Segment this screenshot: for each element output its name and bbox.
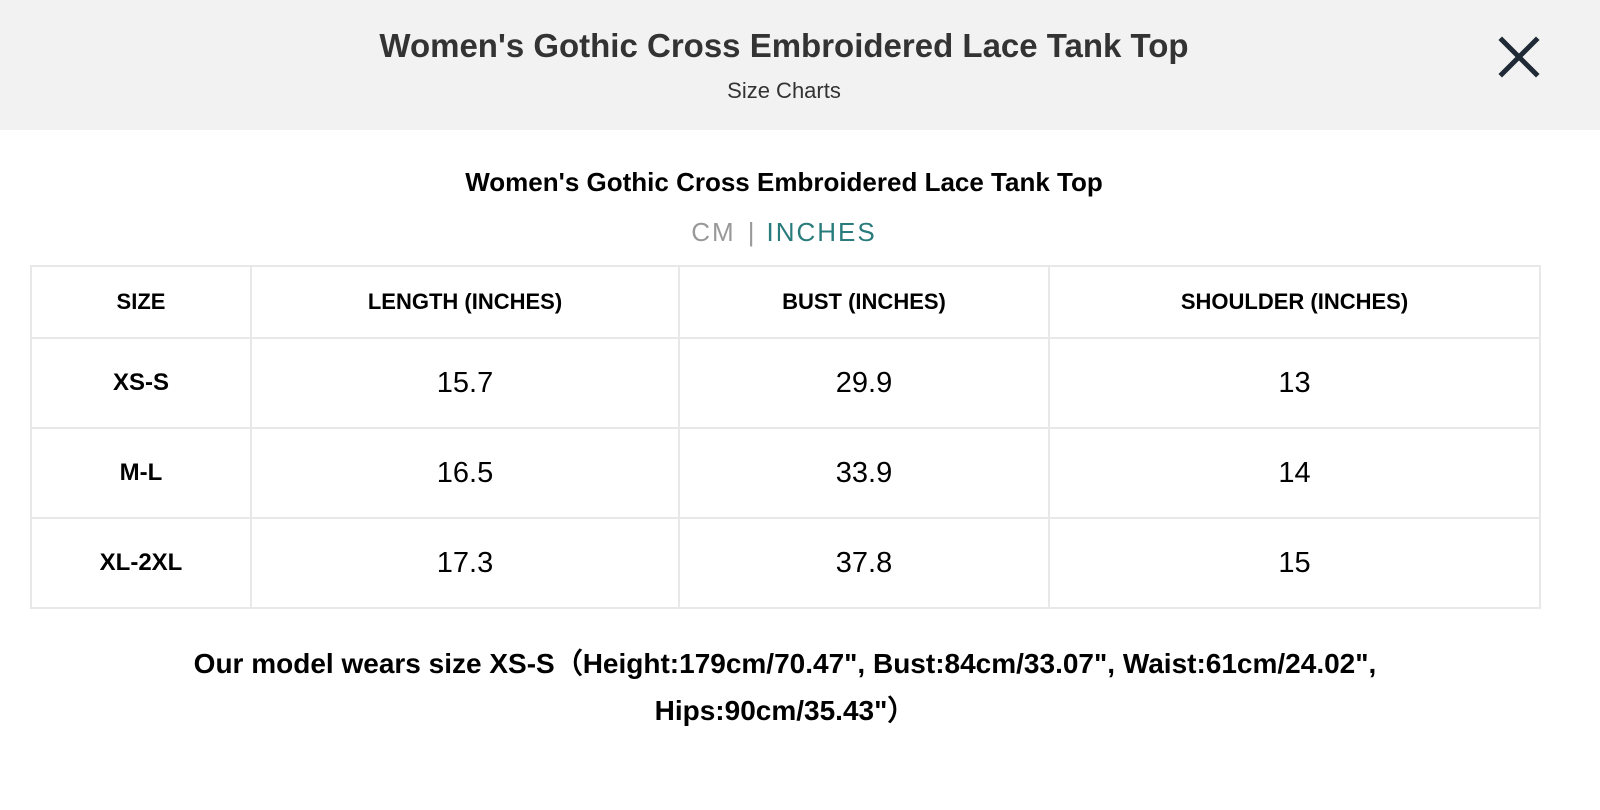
size-chart-title: Women's Gothic Cross Embroidered Lace Ta… [465, 167, 1103, 197]
size-cell: M-L [30, 427, 252, 519]
length-cell: 16.5 [250, 427, 680, 519]
column-header-shoulder: SHOULDER (INCHES) [1048, 265, 1541, 339]
model-size-note: Our model wears size XS-S（Height:179cm/7… [193, 648, 1377, 726]
table-row: XS-S 15.7 29.9 13 [30, 337, 1541, 429]
column-header-size: SIZE [30, 265, 252, 339]
unit-cm-tab[interactable]: CM [691, 217, 736, 247]
size-cell: XS-S [30, 337, 252, 429]
table-header-row: SIZE LENGTH (INCHES) BUST (INCHES) SHOUL… [30, 265, 1541, 339]
bust-cell: 33.9 [678, 427, 1050, 519]
modal-title: Women's Gothic Cross Embroidered Lace Ta… [379, 27, 1189, 64]
unit-separator: | [747, 217, 755, 247]
bust-cell: 37.8 [678, 517, 1050, 609]
size-cell: XL-2XL [30, 517, 252, 609]
length-cell: 15.7 [250, 337, 680, 429]
shoulder-cell: 15 [1048, 517, 1541, 609]
table-row: XL-2XL 17.3 37.8 15 [30, 517, 1541, 609]
table-row: M-L 16.5 33.9 14 [30, 427, 1541, 519]
shoulder-cell: 13 [1048, 337, 1541, 429]
size-table: SIZE LENGTH (INCHES) BUST (INCHES) SHOUL… [30, 265, 1541, 609]
modal-header: Women's Gothic Cross Embroidered Lace Ta… [0, 0, 1600, 130]
length-cell: 17.3 [250, 517, 680, 609]
unit-inches-tab[interactable]: INCHES [766, 217, 877, 247]
column-header-length: LENGTH (INCHES) [250, 265, 680, 339]
column-header-bust: BUST (INCHES) [678, 265, 1050, 339]
shoulder-cell: 14 [1048, 427, 1541, 519]
close-x-icon [1498, 36, 1540, 78]
bust-cell: 29.9 [678, 337, 1050, 429]
unit-toggle: CM | INCHES [0, 214, 1568, 250]
close-button[interactable] [1496, 34, 1542, 80]
modal-subtitle: Size Charts [727, 78, 841, 103]
